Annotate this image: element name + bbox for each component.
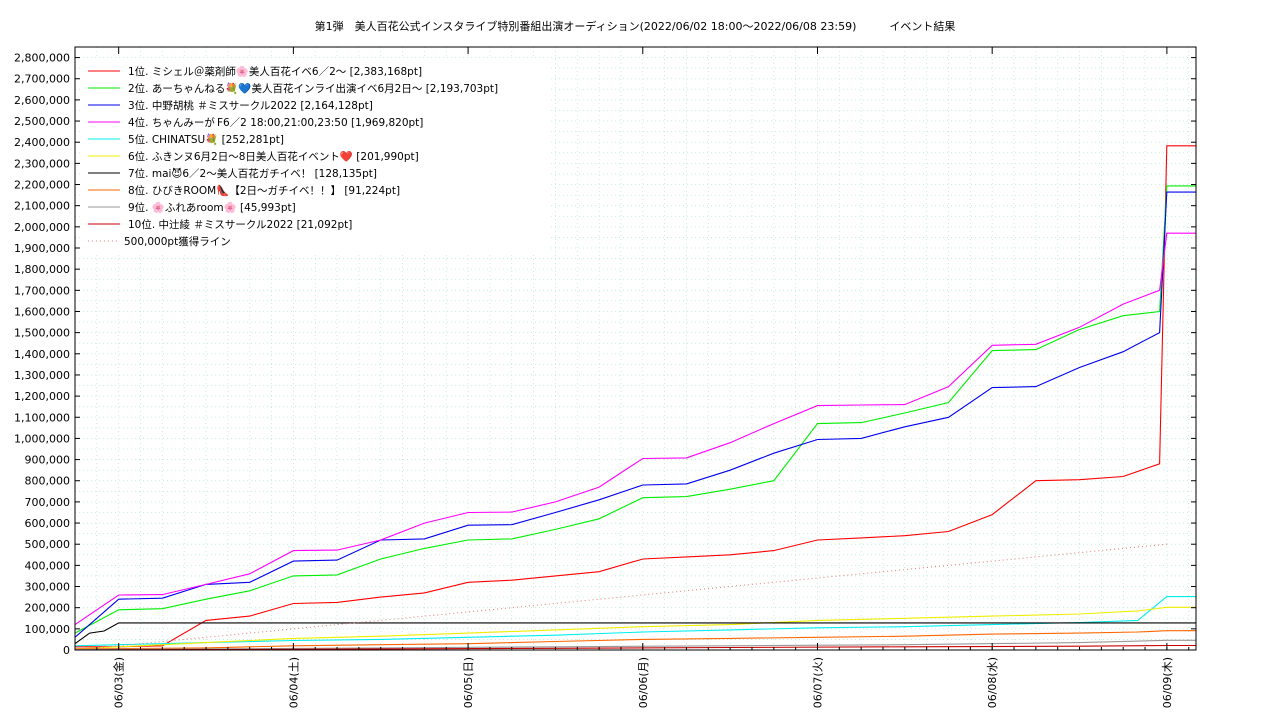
legend-label-10: 10位. 中辻綾 ＃ミスサークル2022 [21,092pt] [128,218,352,231]
series-line-7 [74,622,1196,645]
y-tick-label: 100,000 [25,623,71,636]
legend-label-8: 8位. ひびきROOM👠【2日〜ガチイベ！！】 [91,224pt] [128,184,400,197]
series-line-5 [74,596,1196,647]
y-tick-label: 1,600,000 [14,305,70,318]
y-tick-label: 1,800,000 [14,263,70,276]
legend-label-3: 3位. 中野胡桃 ＃ミスサークル2022 [2,164,128pt] [128,99,373,112]
x-tick-label: 06/05(日) [462,657,475,708]
y-tick-label: 200,000 [25,602,71,615]
y-tick-label: 2,000,000 [14,221,70,234]
series-line-8 [74,630,1196,650]
y-tick-label: 2,800,000 [14,52,70,65]
y-tick-label: 1,100,000 [14,411,70,424]
grid [75,47,1196,650]
y-tick-label: 1,400,000 [14,348,70,361]
x-tick-label: 06/03(金) [112,657,126,708]
legend: 1位. ミシェル＠薬剤師🌸美人百花イベ6／2〜 [2,383,168pt] 2位.… [80,58,550,252]
y-tick-label: 2,100,000 [14,200,70,213]
y-tick-label: 2,600,000 [14,94,70,107]
y-axis: 0 100,000 200,000 300,000 400,000 500,000 600,… [14,52,1196,657]
series-line-2 [74,185,1196,634]
y-tick-label: 500,000 [25,538,71,551]
y-tick-label: 1,900,000 [14,242,70,255]
y-tick-label: 700,000 [25,496,71,509]
series-line-6 [74,606,1196,650]
series-line-3 [74,191,1196,638]
y-tick-label: 2,500,000 [14,115,70,128]
series-line-4 [74,232,1196,626]
y-tick-label: 1,000,000 [14,432,70,445]
series-line-11 [74,543,1167,651]
y-tick-label: 1,700,000 [14,284,70,297]
y-tick-label: 2,700,000 [14,73,70,86]
y-tick-label: 2,200,000 [14,179,70,192]
legend-label-5: 5位. CHINATSU💐 [252,281pt] [128,133,284,146]
plot-frame [74,46,1197,651]
y-tick-label: 1,200,000 [14,390,70,403]
legend-box [80,58,550,252]
y-tick-label: 2,400,000 [14,136,70,149]
y-tick-label: 1,300,000 [14,369,70,382]
legend-label-2: 2位. あーちゃんねる💐💙美人百花インライ出演イベ6月2日〜 [2,193,70… [128,82,498,95]
y-tick-label: 2,300,000 [14,157,70,170]
chart-title: 第1弾 美人百花公式インスタライブ特別番組出演オーディション(2022/06/0… [314,20,956,33]
legend-label-9: 9位. 🌸ふれあroom🌸 [45,993pt] [128,201,296,214]
x-tick-label: 06/04(土) [287,657,300,708]
legend-label-7: 7位. mai😈6／2〜美人百花ガチイベ！ [128,135pt] [128,167,377,180]
y-tick-label: 300,000 [25,581,71,594]
y-tick-label: 1,500,000 [14,327,70,340]
x-tick-label: 06/09(木) [1161,657,1174,708]
legend-label-6: 6位. ふきンヌ6月2日〜8日美人百花イベント❤️ [201,990pt] [128,150,419,163]
x-tick-label: 06/08(水) [986,657,999,708]
series-line-1 [75,145,1196,648]
legend-label-4: 4位. ちゃんみーが F6／2 18:00,21:00,23:50 [1,969… [128,116,423,129]
y-tick-label: 600,000 [25,517,71,530]
series-line-9 [74,639,1196,651]
y-tick-label: 400,000 [25,559,71,572]
x-axis: 06/03(金) 06/04(土) 06/05(日) 06/06(月) 06/07(火)… [74,47,1190,708]
y-tick-label: 0 [63,644,70,657]
x-tick-label: 06/07(火) [811,657,824,708]
series-group [74,145,1196,651]
legend-label-1: 1位. ミシェル＠薬剤師🌸美人百花イベ6／2〜 [2,383,168pt] [128,65,422,78]
y-tick-label: 900,000 [25,454,71,467]
x-tick-label: 06/06(月) [637,657,650,708]
y-tick-label: 800,000 [25,475,71,488]
legend-label-11: 500,000pt獲得ライン [124,235,231,248]
